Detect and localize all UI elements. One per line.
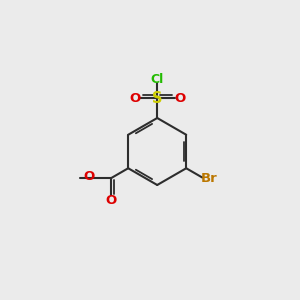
Text: Br: Br (201, 172, 218, 185)
Text: O: O (84, 170, 95, 183)
Text: Cl: Cl (151, 73, 164, 86)
Text: S: S (152, 91, 163, 106)
Text: O: O (106, 194, 117, 206)
Text: O: O (129, 92, 140, 105)
Text: O: O (174, 92, 185, 105)
